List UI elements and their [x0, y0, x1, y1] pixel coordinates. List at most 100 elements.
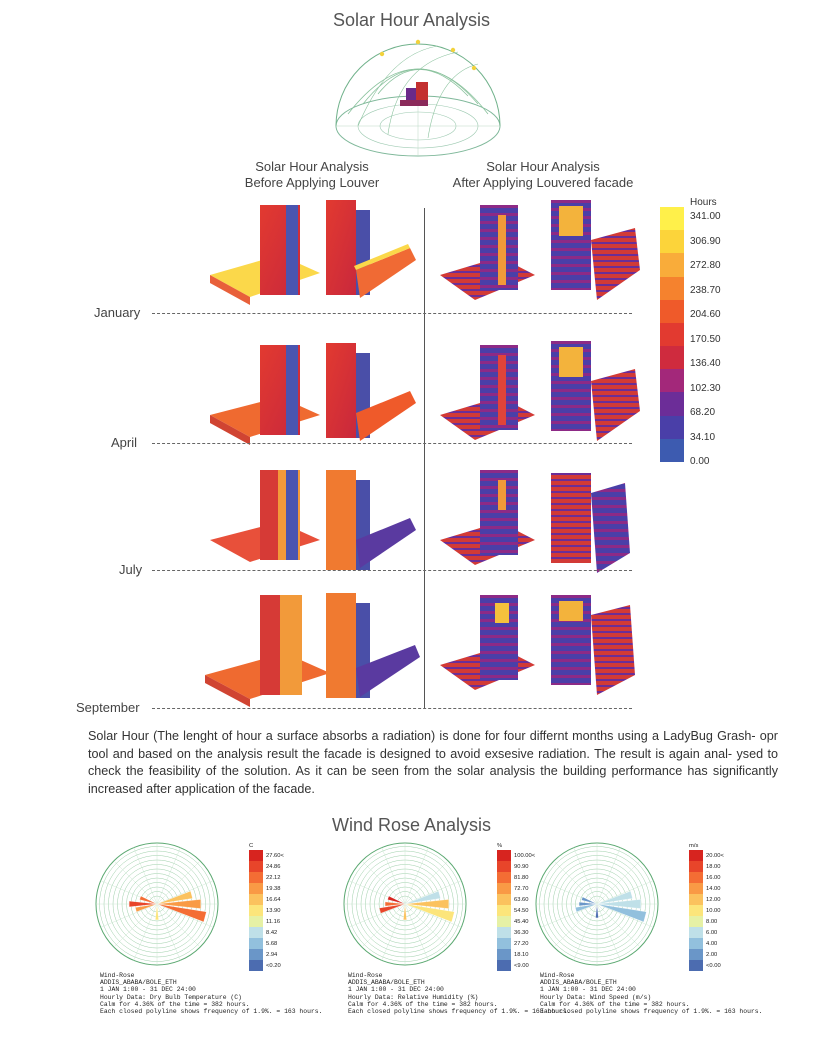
wind-rose-chart: [343, 842, 467, 966]
wind-scale-label: 13.90: [266, 908, 281, 914]
wind-scale-swatch: [689, 894, 703, 905]
solar-description: Solar Hour (The lenght of hour a surface…: [88, 729, 778, 796]
legend-label: 341.00: [690, 211, 721, 222]
month-label-september: September: [76, 700, 140, 715]
wind-scale-swatch: [249, 938, 263, 949]
wind-scale-swatch: [249, 916, 263, 927]
legend-label: 204.60: [690, 309, 721, 320]
legend-swatch: [660, 369, 684, 393]
wind-scale-swatch: [249, 850, 263, 861]
wind-scale-bar: [497, 850, 511, 971]
wind-scale-swatch: [497, 960, 511, 971]
legend-label: 102.30: [690, 382, 721, 394]
legend-label: 272.80: [690, 260, 721, 271]
wind-scale-label: 27.60<: [266, 853, 284, 859]
wind-scale-swatch: [689, 861, 703, 872]
wind-title: Wind Rose Analysis: [331, 815, 492, 835]
wind-scale-swatch: [497, 916, 511, 927]
legend-swatch: [660, 253, 684, 277]
wind-scale-swatch: [497, 894, 511, 905]
wind-scale-label: 2.94: [266, 952, 278, 958]
wind-scale-label: 4.00: [706, 941, 718, 947]
legend-label: 306.90: [690, 235, 721, 247]
wind-rose-chart: [95, 842, 219, 966]
wind-scale-swatch: [689, 916, 703, 927]
wind-scale-swatch: [249, 960, 263, 971]
legend-label: 136.40: [690, 358, 721, 369]
wind-scale-swatch: [249, 894, 263, 905]
wind-scale-swatch: [689, 872, 703, 883]
wind-scale-label: 8.42: [266, 930, 278, 936]
wind-scale-swatch: [249, 883, 263, 894]
wind-scale-label: 45.40: [514, 919, 529, 925]
wind-scale-label: 6.00: [706, 930, 718, 936]
before-heading-line1: Solar Hour Analysis: [255, 159, 369, 174]
wind-scale-label: 36.30: [514, 930, 529, 936]
wind-scale-label: 16.64: [266, 897, 281, 903]
wind-scale-swatch: [249, 872, 263, 883]
legend-label: 170.50: [690, 333, 721, 345]
legend-swatch: [660, 392, 684, 416]
wind-scale-swatch: [689, 883, 703, 894]
wind-scale-swatch: [497, 883, 511, 894]
legend-swatch: [660, 438, 684, 462]
wind-scale-label: 22.12: [266, 875, 281, 881]
wind-rose-caption: Wind-Rose ADDIS_ABABA/BOLE_ETH 1 JAN 1:0…: [348, 972, 571, 1016]
legend-label: 34.10: [690, 431, 716, 443]
wind-scale-label: 5.68: [266, 941, 278, 947]
wind-scale-swatch: [249, 861, 263, 872]
wind-scale-label: <0.00: [706, 963, 721, 969]
month-divider-january: [152, 313, 632, 314]
sun-path-diagram: [335, 39, 501, 157]
wind-scale-label: 100.00<: [514, 853, 536, 859]
wind-scale-label: 10.00: [706, 908, 721, 914]
wind-scale-swatch: [689, 949, 703, 960]
wind-scale-unit: %: [497, 843, 503, 849]
legend-swatch: [660, 299, 684, 323]
wind-scale-swatch: [689, 927, 703, 938]
wind-scale-label: 8.00: [706, 919, 718, 925]
month-label-january: January: [94, 305, 141, 320]
wind-scale-swatch: [249, 927, 263, 938]
legend-swatch: [660, 230, 684, 254]
wind-scale-label: 24.86: [266, 864, 281, 870]
wind-scale-label: 2.00: [706, 952, 718, 958]
wind-scale-label: 54.50: [514, 908, 529, 914]
wind-scale-unit: m/s: [689, 843, 699, 849]
wind-scale-label: 72.70: [514, 886, 529, 892]
wind-scale-label: 14.00: [706, 886, 721, 892]
wind-scale-label: 90.90: [514, 864, 529, 870]
solar-renders: [205, 200, 640, 707]
wind-scale-swatch: [497, 938, 511, 949]
legend-label: 0.00: [690, 456, 710, 467]
wind-scale-unit: C: [249, 843, 254, 849]
wind-scale-swatch: [689, 938, 703, 949]
hours-legend-bar: [660, 207, 684, 462]
wind-scale-swatch: [497, 905, 511, 916]
wind-scale-label: 16.00: [706, 875, 721, 881]
wind-scale-label: 18.00: [706, 864, 721, 870]
legend-swatch: [660, 322, 684, 347]
wind-scale-swatch: [497, 861, 511, 872]
wind-scale-bar: [249, 850, 263, 971]
month-label-april: April: [111, 435, 138, 450]
wind-scale-bar: [689, 850, 703, 971]
month-divider-july: [152, 570, 632, 571]
wind-scale-swatch: [249, 949, 263, 960]
legend-swatch: [660, 207, 684, 231]
wind-scale-swatch: [497, 927, 511, 938]
legend-label: 238.70: [690, 284, 721, 296]
wind-rose-caption: Wind-Rose ADDIS_ABABA/BOLE_ETH 1 JAN 1:0…: [100, 972, 323, 1016]
wind-scale-label: 19.38: [266, 886, 281, 892]
wind-scale-label: 11.16: [266, 919, 281, 925]
legend-swatch: [660, 346, 684, 370]
wind-scale-swatch: [497, 949, 511, 960]
after-heading-line1: Solar Hour Analysis: [486, 159, 600, 174]
wind-scale-label: 63.60: [514, 897, 529, 903]
wind-scale-label: 81.80: [514, 875, 529, 881]
column-divider: [424, 208, 425, 708]
month-divider-april: [152, 443, 632, 444]
wind-scale-swatch: [497, 872, 511, 883]
month-divider-september: [152, 708, 632, 709]
legend-swatch: [660, 276, 684, 300]
